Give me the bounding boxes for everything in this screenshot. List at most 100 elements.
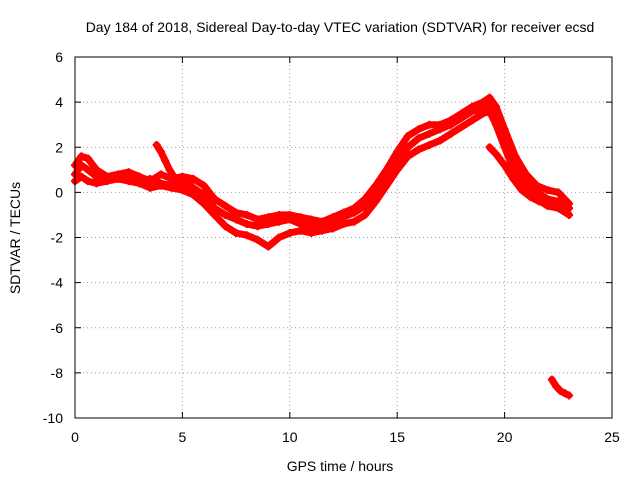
data-point xyxy=(232,208,241,217)
data-point xyxy=(393,165,402,174)
data-point xyxy=(414,145,423,154)
data-point xyxy=(560,389,569,398)
data-point xyxy=(547,375,556,384)
data-point xyxy=(156,147,165,156)
data-point xyxy=(296,226,305,235)
data-point xyxy=(414,125,423,134)
data-point xyxy=(199,199,208,208)
data-point xyxy=(169,172,178,181)
data-point xyxy=(210,195,219,204)
data-point xyxy=(275,210,284,219)
data-point xyxy=(221,201,230,210)
grid xyxy=(75,57,612,418)
data-point xyxy=(103,177,112,186)
data-point xyxy=(403,152,412,161)
x-tick-label: 20 xyxy=(497,429,513,445)
data-point xyxy=(178,186,187,195)
data-point xyxy=(156,181,165,190)
plot-frame xyxy=(74,56,613,419)
data-point xyxy=(307,215,316,224)
data-point xyxy=(253,215,262,224)
data-point xyxy=(436,136,445,145)
x-tick-label: 15 xyxy=(389,429,405,445)
data-point xyxy=(360,201,369,210)
data-point xyxy=(135,179,144,188)
data-point xyxy=(393,147,402,156)
x-axis-label: GPS time / hours xyxy=(287,458,394,474)
data-point xyxy=(457,113,466,122)
data-point xyxy=(565,210,574,219)
data-point xyxy=(83,154,92,163)
data-point xyxy=(485,143,494,152)
data-point xyxy=(446,120,455,129)
data-point xyxy=(189,190,198,199)
data-point xyxy=(350,208,359,217)
data-point xyxy=(242,210,251,219)
data-point xyxy=(328,224,337,233)
data-point xyxy=(468,107,477,116)
data-point xyxy=(339,219,348,228)
data-point xyxy=(232,215,241,224)
data-point xyxy=(350,217,359,226)
data-point xyxy=(296,213,305,222)
data-point xyxy=(264,219,273,228)
data-point xyxy=(83,165,92,174)
data-point xyxy=(425,120,434,129)
y-tick-label: -4 xyxy=(51,275,64,291)
y-axis-label: SDTVAR / TECUs xyxy=(7,182,23,294)
data-point xyxy=(242,219,251,228)
data-point xyxy=(146,174,155,183)
data-point xyxy=(264,213,273,222)
data-point xyxy=(199,181,208,190)
data-point xyxy=(360,210,369,219)
x-tick-label: 25 xyxy=(604,429,620,445)
data-point xyxy=(509,174,518,183)
y-tick-label: 0 xyxy=(55,184,63,200)
data-point xyxy=(517,186,526,195)
data-point xyxy=(500,143,509,152)
y-tick-label: -6 xyxy=(51,320,64,336)
data-point xyxy=(275,217,284,226)
data-point xyxy=(161,156,170,165)
data-point xyxy=(221,210,230,219)
data-point xyxy=(318,217,327,226)
data-point xyxy=(92,179,101,188)
data-point xyxy=(446,129,455,138)
data-point xyxy=(552,201,561,210)
data-point xyxy=(199,190,208,199)
data-point xyxy=(425,129,434,138)
data-point xyxy=(77,152,86,161)
data-point xyxy=(485,107,494,116)
data-point xyxy=(182,177,191,186)
data-point xyxy=(285,228,294,237)
series-track-4 xyxy=(152,140,195,190)
y-tick-label: -2 xyxy=(51,230,64,246)
data-point xyxy=(554,188,563,197)
data-point xyxy=(500,161,509,170)
data-point xyxy=(307,222,316,231)
x-tick-label: 5 xyxy=(179,429,187,445)
data-point xyxy=(526,192,535,201)
data-point xyxy=(457,122,466,131)
data-point xyxy=(124,177,133,186)
data-point xyxy=(436,125,445,134)
data-point xyxy=(189,174,198,183)
data-point xyxy=(77,172,86,181)
data-point xyxy=(232,228,241,237)
data-point xyxy=(178,179,187,188)
data-point xyxy=(124,168,133,177)
data-point xyxy=(492,150,501,159)
data-point xyxy=(242,231,251,240)
data-point xyxy=(552,382,561,391)
data-point xyxy=(534,197,543,206)
data-point xyxy=(492,120,501,129)
data-point xyxy=(174,177,183,186)
data-point xyxy=(560,206,569,215)
data-point xyxy=(307,228,316,237)
data-point xyxy=(328,213,337,222)
data-point xyxy=(403,143,412,152)
data-point xyxy=(186,181,195,190)
tick-labels: 0 5 10 15 20 25 -10 -8 -6 -4 -2 0 2 4 6 xyxy=(43,49,620,445)
data-point xyxy=(178,172,187,181)
